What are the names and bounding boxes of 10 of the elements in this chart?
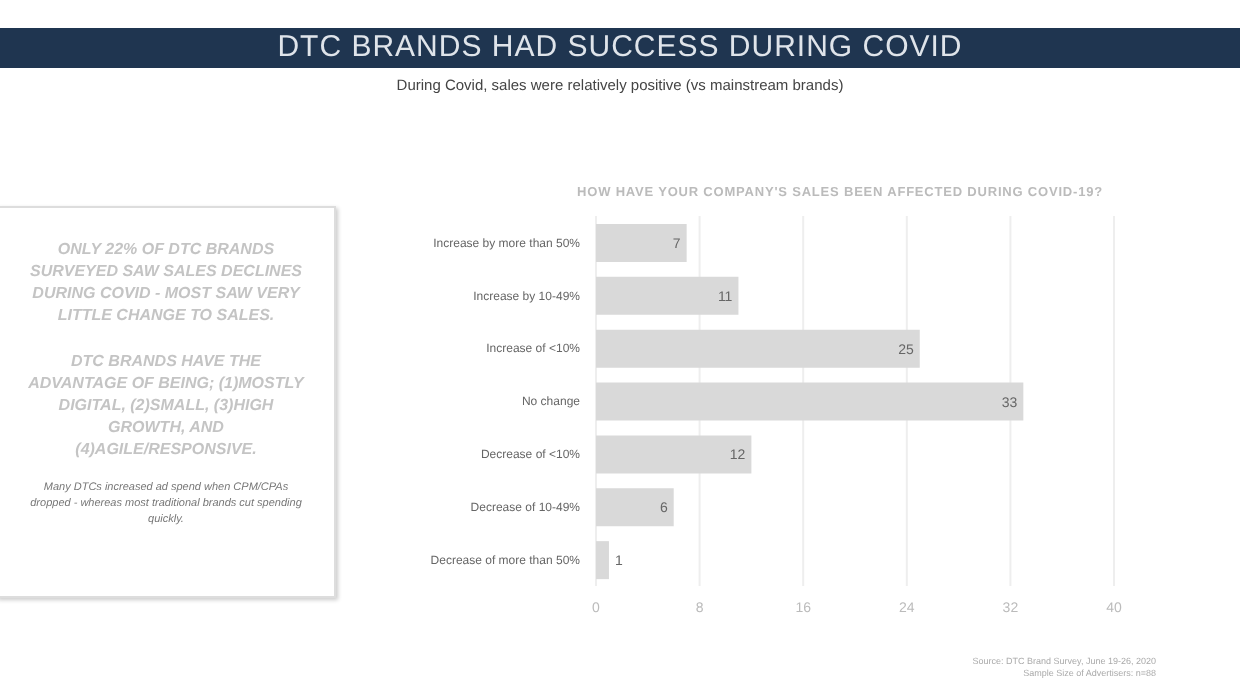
bar	[596, 329, 920, 368]
bar	[596, 224, 687, 262]
bar	[596, 382, 1024, 421]
text: DTC BRANDS HAVE THE ADVANTAGE OF BEING; (1)MOSTLY DIGITAL, (2)SMALL, (3)HIGH GROWTH, AND (4)AGILE/RESPONSIVE.	[26, 350, 306, 460]
chart-title: DTC BRANDS HAD SUCCESS DURING COVID	[0, 28, 1240, 68]
bar	[596, 541, 609, 580]
bar	[596, 488, 674, 527]
text: ONLY 22% OF DTC BRANDS SURVEYED SAW SALES DECLINES DURING COVID - MOST SAW VERY LITTLE CHANGE TO SALES.	[27, 238, 305, 326]
bar	[596, 435, 752, 474]
bar	[596, 276, 739, 315]
